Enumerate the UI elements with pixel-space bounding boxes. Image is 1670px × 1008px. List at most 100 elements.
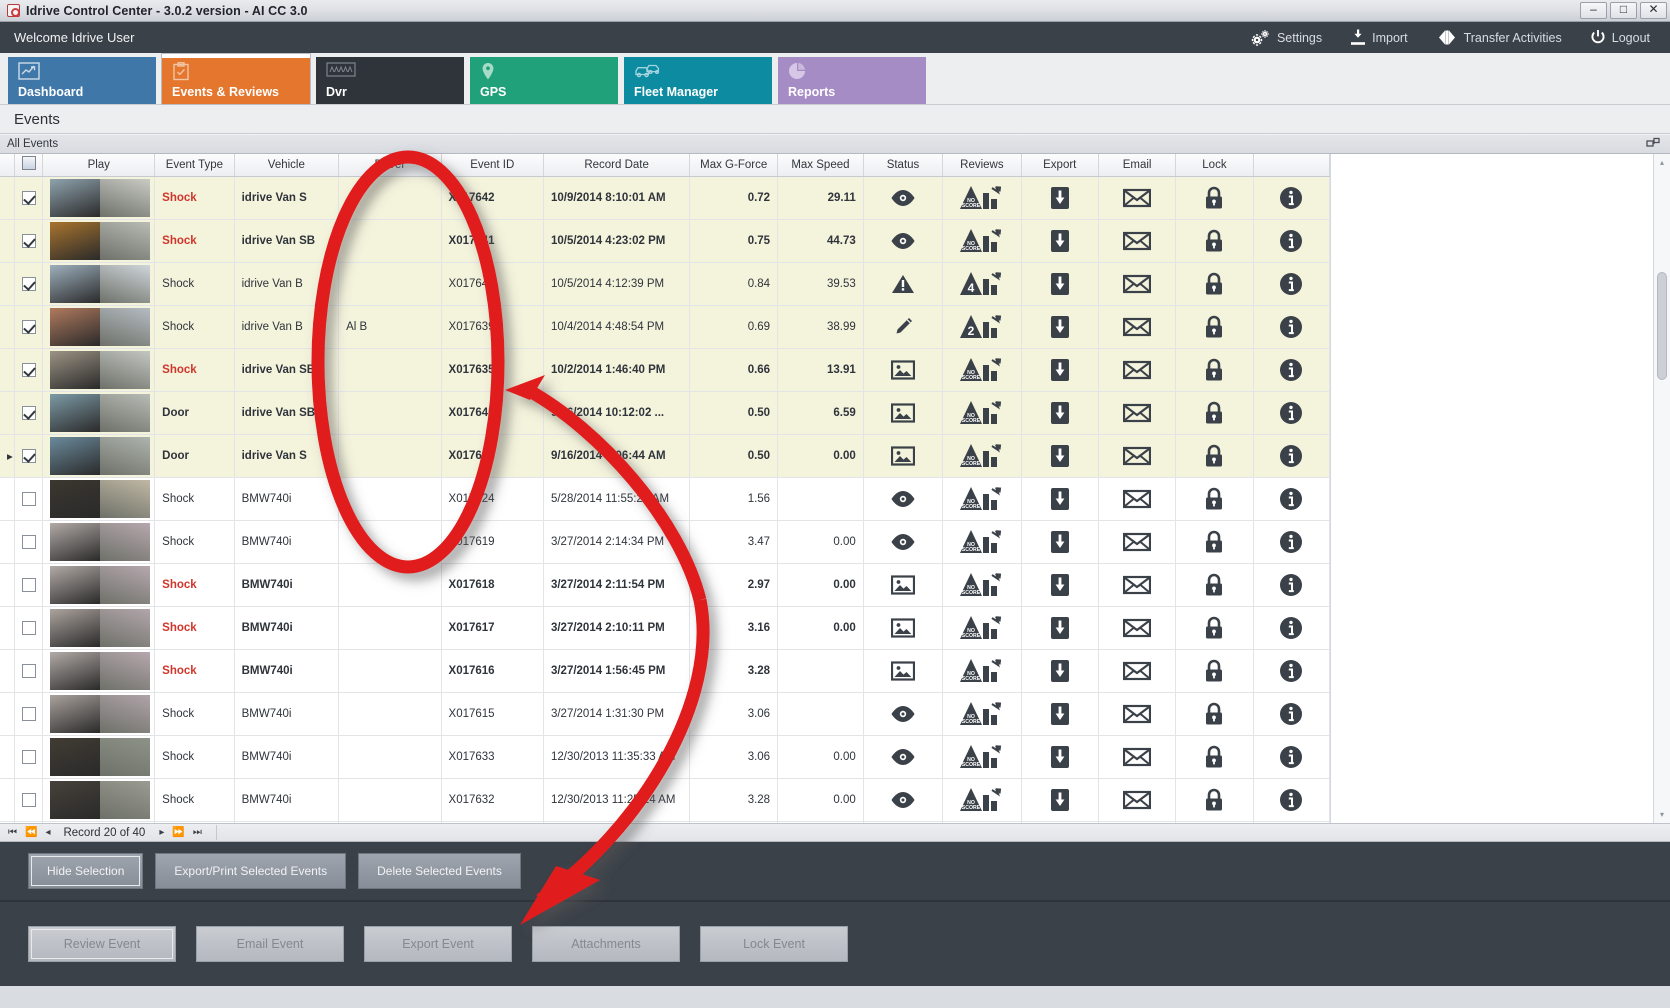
row-select-checkbox[interactable] [14, 520, 44, 564]
select-all-checkbox[interactable] [21, 156, 36, 171]
eye-icon[interactable] [871, 490, 935, 508]
play-thumbnail[interactable] [42, 520, 156, 564]
download-box-icon[interactable] [1029, 573, 1091, 597]
image-icon[interactable] [871, 445, 935, 466]
cell-status[interactable] [863, 176, 944, 220]
image-icon[interactable] [871, 574, 935, 595]
download-box-icon[interactable] [1029, 272, 1091, 296]
cell-info[interactable] [1253, 821, 1330, 823]
cell-email[interactable] [1098, 735, 1177, 779]
scroll-thumb[interactable] [1657, 272, 1667, 380]
padlock-icon[interactable] [1183, 788, 1245, 812]
info-circle-icon[interactable] [1261, 487, 1322, 511]
cell-lock[interactable] [1175, 520, 1254, 564]
reviews-score-icon[interactable]: NO SCORE [950, 228, 1013, 254]
reviews-score-icon[interactable]: NO SCORE [950, 572, 1013, 598]
lock-event-button[interactable]: Lock Event [700, 926, 848, 962]
row-select-checkbox[interactable] [14, 735, 44, 779]
cell-lock[interactable] [1175, 305, 1254, 349]
grid-horizontal-scrollbar[interactable] [215, 825, 1670, 840]
cell-status[interactable] [863, 262, 944, 306]
row-select-checkbox[interactable] [14, 692, 44, 736]
cell-reviews[interactable]: 2 [942, 305, 1022, 349]
cell-reviews[interactable]: NO SCORE [942, 391, 1022, 435]
envelope-icon[interactable] [1106, 532, 1168, 552]
play-thumbnail[interactable] [42, 692, 156, 736]
row-select-checkbox[interactable] [14, 262, 44, 306]
table-row[interactable]: Shock BMW740i X017616 3/27/2014 1:56:45 PM 3… [0, 649, 1330, 693]
cell-lock[interactable] [1175, 219, 1254, 263]
cell-lock[interactable] [1175, 606, 1254, 650]
padlock-icon[interactable] [1183, 229, 1245, 253]
cell-info[interactable] [1253, 692, 1330, 736]
info-circle-icon[interactable] [1261, 745, 1322, 769]
download-box-icon[interactable] [1029, 659, 1091, 683]
cell-export[interactable] [1021, 821, 1099, 823]
info-circle-icon[interactable] [1261, 530, 1322, 554]
table-row[interactable]: Shock BMW740i X017615 3/27/2014 1:31:30 PM 3… [0, 692, 1330, 736]
cell-status[interactable] [863, 606, 944, 650]
envelope-icon[interactable] [1106, 403, 1168, 423]
cell-email[interactable] [1098, 821, 1177, 823]
cell-export[interactable] [1021, 219, 1099, 263]
image-icon[interactable] [871, 359, 935, 380]
play-thumbnail[interactable] [42, 821, 156, 823]
table-row[interactable]: Shock idrive Van SB X017641 10/5/2014 4:23:… [0, 219, 1330, 263]
row-select-checkbox[interactable] [14, 434, 44, 478]
download-box-icon[interactable] [1029, 401, 1091, 425]
cell-email[interactable] [1098, 305, 1177, 349]
cell-info[interactable] [1253, 735, 1330, 779]
tab-gps[interactable]: GPS [470, 57, 618, 104]
cell-lock[interactable] [1175, 735, 1254, 779]
cell-export[interactable] [1021, 520, 1099, 564]
image-icon[interactable] [871, 402, 935, 423]
cell-lock[interactable] [1175, 391, 1254, 435]
table-row[interactable]: Shock BMW740i X017624 5/28/2014 11:55:28 AM… [0, 477, 1330, 521]
tab-dashboard[interactable]: Dashboard [8, 57, 156, 104]
export-event-button[interactable]: Export Event [364, 926, 512, 962]
cell-export[interactable] [1021, 735, 1099, 779]
download-box-icon[interactable] [1029, 444, 1091, 468]
padlock-icon[interactable] [1183, 616, 1245, 640]
cell-reviews[interactable]: NO SCORE [942, 176, 1022, 220]
row-select-checkbox[interactable] [14, 778, 44, 822]
col-max-speed[interactable]: Max Speed [777, 154, 864, 177]
cell-status[interactable] [863, 692, 944, 736]
col-record-date[interactable]: Record Date [543, 154, 691, 177]
cell-email[interactable] [1098, 649, 1177, 693]
cell-lock[interactable] [1175, 649, 1254, 693]
cell-info[interactable] [1253, 176, 1330, 220]
play-thumbnail[interactable] [42, 477, 156, 521]
cell-lock[interactable] [1175, 434, 1254, 478]
cell-info[interactable] [1253, 778, 1330, 822]
cell-email[interactable] [1098, 520, 1177, 564]
envelope-icon[interactable] [1106, 489, 1168, 509]
tab-reports[interactable]: Reports [778, 57, 926, 104]
cell-status[interactable] [863, 219, 944, 263]
cell-lock[interactable] [1175, 262, 1254, 306]
eye-icon[interactable] [871, 791, 935, 809]
padlock-icon[interactable] [1183, 487, 1245, 511]
row-select-checkbox[interactable] [14, 348, 44, 392]
cell-export[interactable] [1021, 778, 1099, 822]
cell-export[interactable] [1021, 391, 1099, 435]
attachments-button[interactable]: Attachments [532, 926, 680, 962]
col-selectall[interactable] [14, 154, 44, 177]
download-box-icon[interactable] [1029, 315, 1091, 339]
padlock-icon[interactable] [1183, 186, 1245, 210]
transfer-activities-button[interactable]: Transfer Activities [1422, 22, 1576, 53]
cell-email[interactable] [1098, 391, 1177, 435]
delete-selected-events-button[interactable]: Delete Selected Events [358, 853, 521, 889]
cell-info[interactable] [1253, 348, 1330, 392]
cell-email[interactable] [1098, 778, 1177, 822]
table-row[interactable]: Shock idrive Van S X017642 10/9/2014 8:10:0… [0, 176, 1330, 220]
padlock-icon[interactable] [1183, 659, 1245, 683]
download-box-icon[interactable] [1029, 745, 1091, 769]
col-vehicle[interactable]: Vehicle [234, 154, 340, 177]
cell-reviews[interactable]: NO SCORE [942, 606, 1022, 650]
cell-email[interactable] [1098, 692, 1177, 736]
play-thumbnail[interactable] [42, 735, 156, 779]
cell-status[interactable] [863, 348, 944, 392]
col-lock[interactable]: Lock [1175, 154, 1254, 177]
